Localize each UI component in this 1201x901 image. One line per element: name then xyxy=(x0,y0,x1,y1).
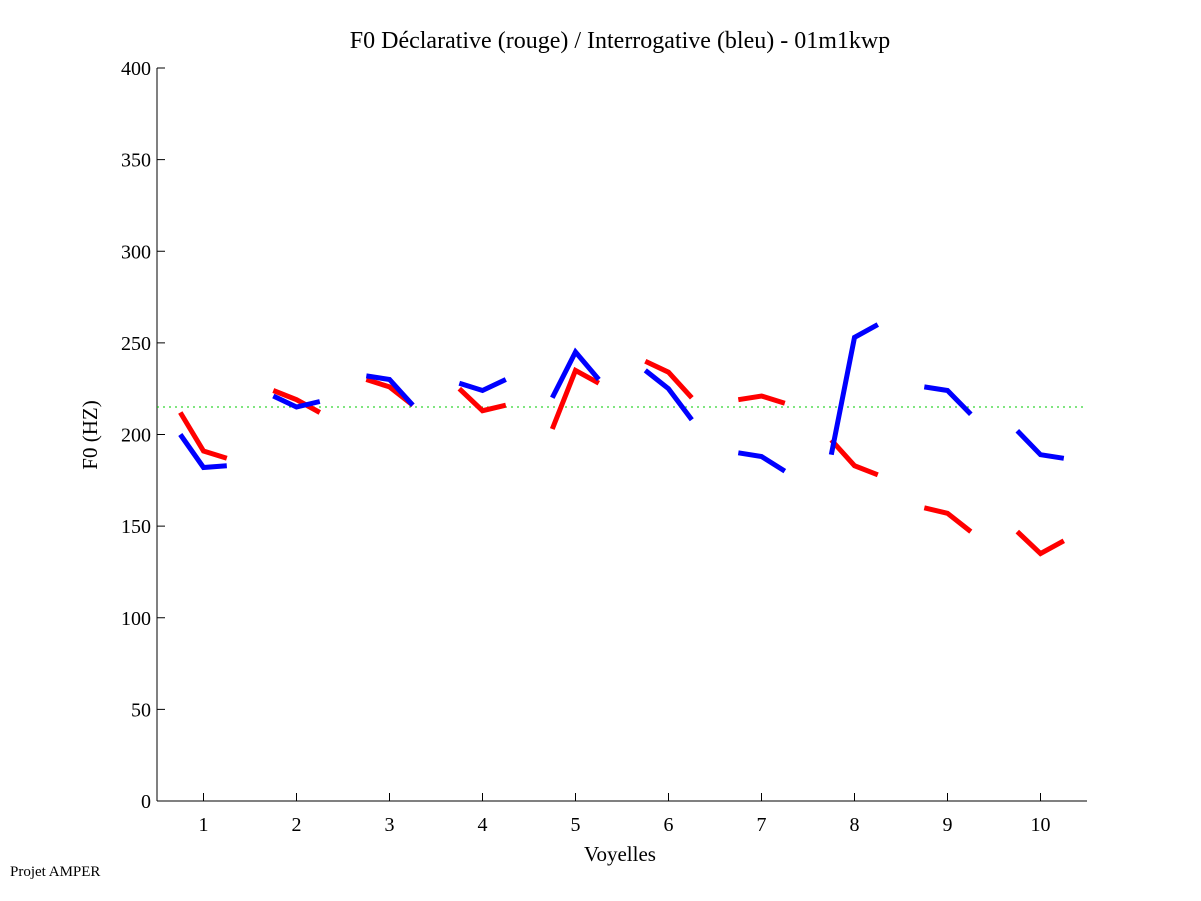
y-tick-label: 0 xyxy=(141,791,151,813)
chart-title: F0 Déclarative (rouge) / Interrogative (… xyxy=(350,28,890,54)
y-tick-label: 100 xyxy=(121,608,151,630)
y-axis-label: F0 (HZ) xyxy=(78,400,102,469)
declarative-segment-9 xyxy=(923,505,973,534)
y-tick-label: 250 xyxy=(121,333,151,355)
y-tick-label: 400 xyxy=(121,58,151,80)
y-tick-label: 150 xyxy=(121,516,151,538)
declarative-segment-8 xyxy=(829,438,879,478)
declarative-segment-4 xyxy=(457,386,507,414)
interrogative-segment-6 xyxy=(643,368,694,422)
y-tick-label: 300 xyxy=(121,241,151,263)
interrogative-segment-1 xyxy=(178,433,227,471)
x-tick-label: 6 xyxy=(664,814,674,836)
x-tick-label: 10 xyxy=(1031,814,1051,836)
interrogative-segment-7 xyxy=(737,450,787,474)
x-tick-label: 3 xyxy=(385,814,395,836)
declarative-segment-7 xyxy=(737,393,786,406)
interrogative-segment-8 xyxy=(828,322,880,456)
declarative-segment-3 xyxy=(365,377,415,408)
interrogative-segment-2 xyxy=(272,393,321,410)
x-tick-label: 7 xyxy=(757,814,767,836)
interrogative-segment-9 xyxy=(923,384,973,417)
x-tick-label: 9 xyxy=(943,814,953,836)
interrogative-segment-5 xyxy=(550,347,601,399)
declarative-segment-10 xyxy=(1015,529,1066,557)
y-tick-label: 350 xyxy=(121,150,151,172)
x-tick-label: 8 xyxy=(850,814,860,836)
interrogative-segment-10 xyxy=(1015,429,1065,461)
x-tick-label: 1 xyxy=(199,814,209,836)
x-tick-label: 4 xyxy=(478,814,488,836)
x-tick-label: 5 xyxy=(571,814,581,836)
footer-credit: Projet AMPER xyxy=(10,864,101,880)
declarative-segment-6 xyxy=(644,358,694,400)
interrogative-segment-4 xyxy=(458,377,507,394)
interrogative-segment-3 xyxy=(365,373,415,407)
x-axis-label: Voyelles xyxy=(584,842,656,866)
x-tick-label: 2 xyxy=(292,814,302,836)
declarative-segment-5 xyxy=(549,366,601,430)
declarative-segment-1 xyxy=(178,411,228,461)
y-tick-label: 200 xyxy=(121,425,151,447)
plot-area: 0 50 100 150 200 250 300 350 400 1 2 3 4 5 6 7 8 9 10 xyxy=(121,58,1087,836)
declarative-segment-2 xyxy=(272,388,322,415)
y-tick-label: 50 xyxy=(131,699,151,721)
